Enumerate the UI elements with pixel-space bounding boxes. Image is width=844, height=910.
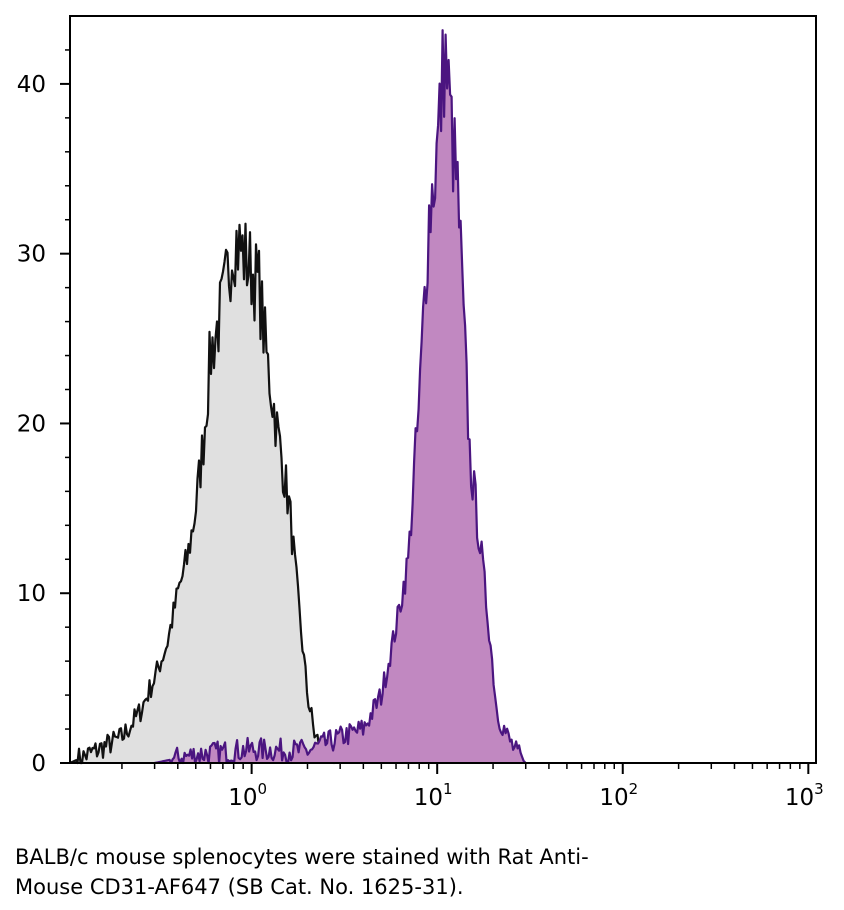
y-tick-label: 30 [17, 242, 46, 268]
x-tick-label: 100 [228, 780, 267, 811]
series-1-fill [154, 30, 526, 763]
figure-caption: BALB/c mouse splenocytes were stained wi… [15, 842, 815, 902]
y-tick-label: 20 [17, 411, 46, 437]
caption-line-2: Mouse CD31-AF647 (SB Cat. No. 1625-31). [15, 875, 464, 899]
series-1-outline [154, 29, 527, 765]
series-0-outline [69, 222, 342, 765]
series-0-fill [70, 223, 341, 763]
x-tick-label: 102 [599, 780, 638, 811]
axis-layer: 0 10 20 30 40 100 101 102 103 [17, 49, 824, 811]
y-tick-label: 10 [17, 581, 46, 607]
x-tick-label: 103 [785, 780, 824, 811]
x-tick-label: 101 [414, 780, 453, 811]
histogram-chart: 0 10 20 30 40 100 101 102 103 [17, 15, 824, 811]
y-tick-label: 40 [17, 72, 46, 98]
y-tick-label: 0 [31, 751, 46, 777]
series-layer [69, 29, 527, 765]
caption-line-1: BALB/c mouse splenocytes were stained wi… [15, 845, 589, 869]
